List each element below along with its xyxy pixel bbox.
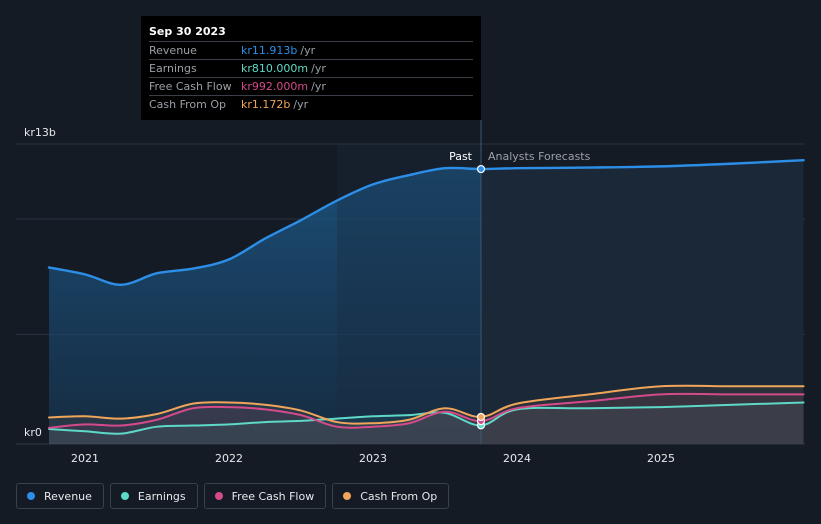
- series-area: [49, 393, 804, 444]
- series-line-earnings: [48, 401, 805, 435]
- x-tick-label: 2024: [503, 452, 531, 465]
- y-min-label: kr0: [24, 426, 42, 439]
- legend-label: Free Cash Flow: [231, 489, 315, 503]
- legend-item-revenue[interactable]: Revenue: [16, 483, 104, 509]
- legend-label: Earnings: [137, 489, 186, 503]
- series-line-revenue: [47, 158, 805, 286]
- highlight-band: [337, 144, 481, 444]
- tooltip-unit: /yr: [311, 80, 326, 93]
- y-max-label: kr13b: [24, 126, 56, 139]
- tooltip-label: Revenue: [149, 44, 197, 57]
- chart: kr13b kr0 Past Analysts Forecasts 2021 20…: [16, 120, 805, 465]
- tooltip: Sep 30 2023 Revenue kr11.913b /yr Earnin…: [141, 16, 481, 120]
- tooltip-date: Sep 30 2023: [149, 25, 226, 38]
- tooltip-value: kr810.000m: [241, 62, 309, 75]
- legend-item-free-cash-flow[interactable]: Free Cash Flow: [203, 483, 327, 509]
- series-line-cash-from-op: [48, 384, 805, 425]
- series-line-free-cash-flow: [48, 392, 805, 429]
- tooltip-label: Free Cash Flow: [149, 80, 232, 93]
- tooltip-row-free-cash-flow: Free Cash Flow kr992.000m /yr: [149, 77, 473, 95]
- hover-marker-cash-from-op: [476, 412, 486, 422]
- legend: Revenue Earnings Free Cash Flow Cash Fro…: [16, 483, 450, 509]
- tooltip-value: kr11.913b: [241, 44, 298, 57]
- legend-label: Revenue: [44, 489, 92, 503]
- tooltip-row-earnings: Earnings kr810.000m /yr: [149, 59, 473, 77]
- legend-dot-icon: [343, 492, 352, 500]
- tooltip-unit: /yr: [293, 98, 309, 111]
- tooltip-row-revenue: Revenue kr11.913b /yr: [149, 41, 473, 59]
- x-tick-label: 2021: [71, 452, 99, 465]
- past-label: Past: [449, 150, 473, 163]
- legend-dot-icon: [27, 492, 35, 500]
- forecast-label: Analysts Forecasts: [488, 150, 591, 163]
- x-tick-label: 2023: [359, 452, 387, 465]
- tooltip-row-cash-from-op: Cash From Op kr1.172b /yr: [149, 95, 473, 113]
- tooltip-unit: /yr: [300, 44, 316, 57]
- series-area: [49, 385, 804, 444]
- x-tick-label: 2022: [215, 452, 243, 465]
- tooltip-label: Cash From Op: [149, 98, 227, 111]
- series-area: [49, 402, 804, 444]
- revenue-area-past: [49, 167, 481, 444]
- legend-item-earnings[interactable]: Earnings: [109, 483, 198, 509]
- tooltip-value: kr992.000m: [241, 80, 309, 93]
- tooltip-unit: /yr: [311, 62, 326, 75]
- revenue-area-forecast: [481, 160, 804, 444]
- legend-label: Cash From Op: [360, 489, 438, 503]
- legend-item-cash-from-op[interactable]: Cash From Op: [332, 483, 450, 509]
- tooltip-label: Earnings: [149, 62, 197, 75]
- hover-marker-revenue: [476, 164, 486, 174]
- tooltip-value: kr1.172b: [241, 98, 291, 111]
- legend-dot-icon: [120, 492, 129, 500]
- legend-dot-icon: [214, 492, 223, 500]
- x-tick-label: 2025: [647, 452, 675, 465]
